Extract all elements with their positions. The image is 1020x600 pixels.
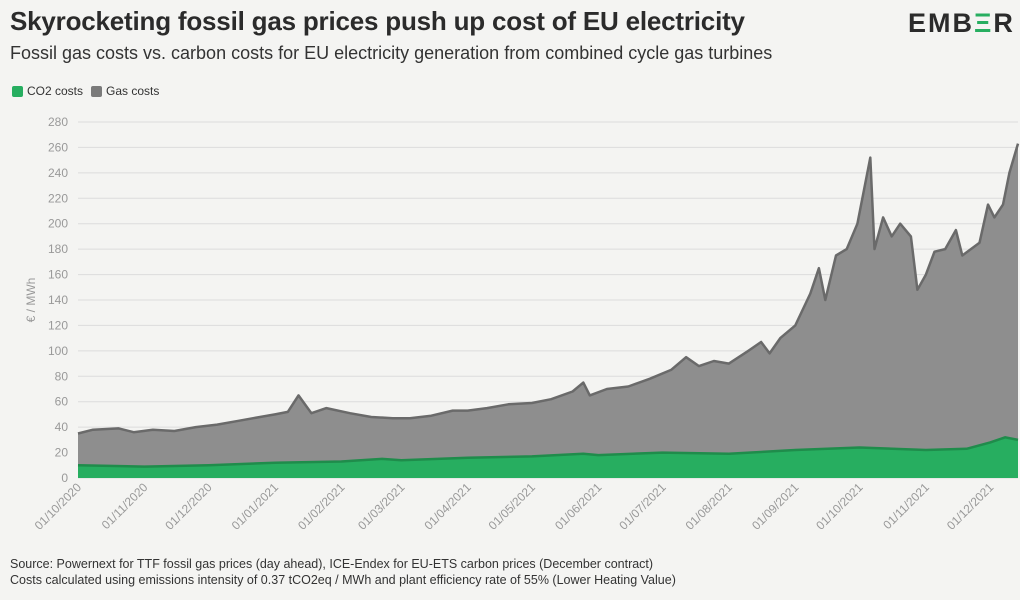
chart-title: Skyrocketing fossil gas prices push up c… (10, 6, 745, 36)
x-tick-label: 01/10/2020 (32, 480, 85, 533)
legend-swatch-gas (91, 85, 103, 97)
x-tick-label: 01/08/2021 (683, 480, 736, 533)
x-tick-label: 01/12/2021 (944, 480, 997, 533)
gas-costs-area (78, 143, 1018, 478)
legend-label-co2: CO2 costs (27, 84, 84, 98)
source-note: Source: Powernext for TTF fossil gas pri… (10, 556, 676, 588)
y-tick-label: 80 (55, 369, 69, 383)
x-tick-label: 01/09/2021 (749, 480, 802, 533)
co2-costs-line (77, 436, 1019, 468)
x-tick-label: 01/11/2020 (99, 480, 151, 532)
chart-area: 0 20 40 60 80 100 120 140 160 180 200 220 240 260 280 €… (24, 115, 1020, 533)
chart-subtitle: Fossil gas costs vs. carbon costs for EU… (10, 43, 773, 63)
legend-item-gas: Gas costs (91, 84, 159, 98)
y-tick-label: 240 (48, 166, 68, 180)
y-tick-label: 60 (55, 395, 69, 409)
legend-swatch-co2 (12, 85, 23, 97)
x-tick-label: 01/06/2021 (552, 480, 605, 533)
x-tick-label: 01/01/2021 (229, 480, 282, 533)
y-axis-title: € / MWh (24, 278, 38, 323)
x-tick-label: 01/02/2021 (295, 480, 348, 533)
x-tick-label: 01/04/2021 (421, 480, 474, 533)
y-tick-label: 40 (55, 420, 69, 434)
y-tick-label: 160 (48, 268, 68, 282)
legend-item-co2: CO2 costs (12, 84, 83, 98)
legend: CO2 costs Gas costs (12, 84, 159, 98)
co2-costs-area (78, 437, 1018, 478)
source-line-2: Costs calculated using emissions intensi… (10, 573, 676, 587)
x-tick-label: 01/07/2021 (616, 480, 669, 533)
y-tick-label: 180 (48, 242, 68, 256)
y-tick-label: 260 (48, 140, 68, 154)
legend-label-gas: Gas costs (106, 84, 160, 98)
source-line-1: Source: Powernext for TTF fossil gas pri… (10, 557, 654, 571)
y-tick-label: 200 (48, 217, 68, 231)
x-tick-label: 01/12/2020 (162, 480, 215, 533)
y-tick-label: 0 (61, 471, 68, 485)
x-tick-label: 01/11/2021 (880, 480, 932, 532)
gas-costs-line (77, 143, 1020, 435)
y-tick-label: 120 (48, 318, 68, 332)
y-tick-label: 140 (48, 293, 68, 307)
ember-logo: EMBΞR (908, 8, 1015, 38)
y-tick-label: 20 (55, 446, 69, 460)
y-tick-label: 280 (48, 115, 68, 129)
x-tick-label: 01/03/2021 (355, 480, 408, 533)
x-tick-label: 01/10/2021 (813, 480, 866, 533)
y-tick-label: 100 (48, 344, 68, 358)
x-tick-label: 01/05/2021 (486, 480, 539, 533)
y-tick-label: 220 (48, 191, 68, 205)
